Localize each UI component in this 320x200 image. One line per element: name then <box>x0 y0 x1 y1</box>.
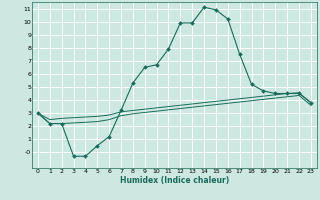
X-axis label: Humidex (Indice chaleur): Humidex (Indice chaleur) <box>120 176 229 185</box>
